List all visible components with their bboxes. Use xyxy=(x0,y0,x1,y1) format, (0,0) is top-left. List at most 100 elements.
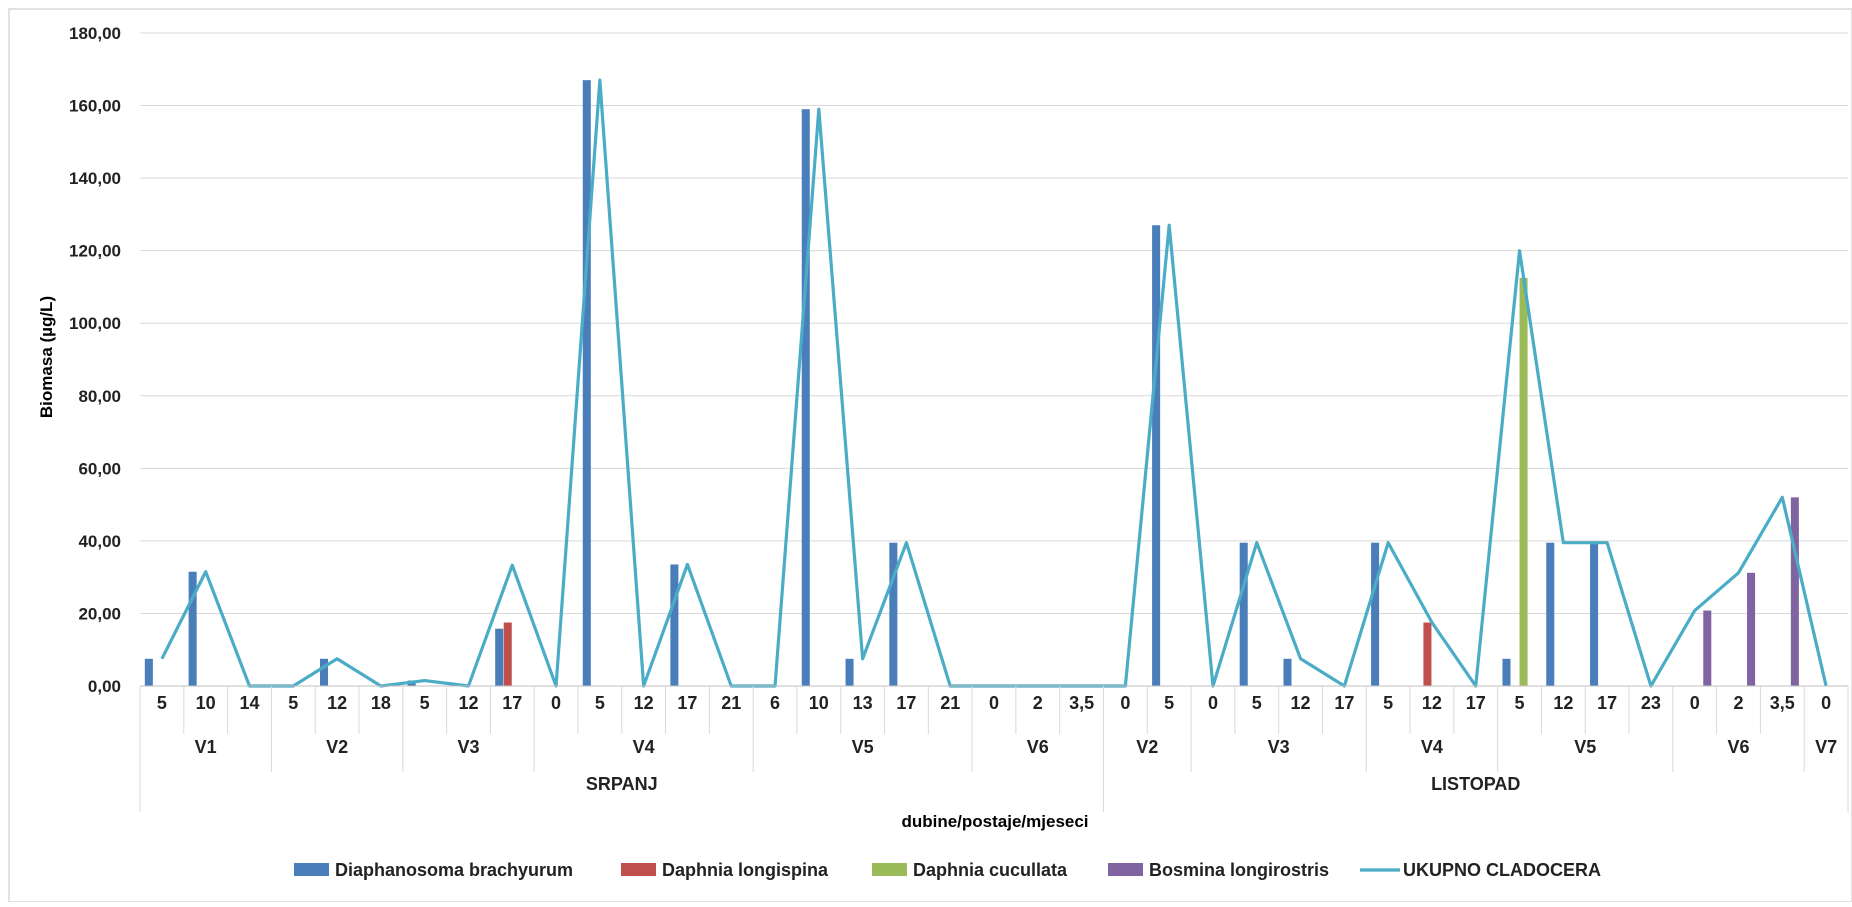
station-label: V5 xyxy=(1574,737,1596,757)
x-tick-label: 14 xyxy=(239,693,259,713)
x-tick-label: 23 xyxy=(1641,693,1661,713)
bar-diaphanosoma-brachyurum xyxy=(1239,542,1248,686)
x-tick-label: 0 xyxy=(1120,693,1130,713)
x-tick-label: 17 xyxy=(677,693,697,713)
bar-bosmina-longirostris xyxy=(1703,610,1712,686)
y-axis-title: Biomasa (µg/L) xyxy=(37,296,56,418)
y-tick-label: 80,00 xyxy=(78,387,121,406)
legend-label: Diaphanosoma brachyurum xyxy=(335,860,573,880)
month-label: SRPANJ xyxy=(586,774,658,794)
x-tick-label: 17 xyxy=(1466,693,1486,713)
x-tick-label: 5 xyxy=(1164,693,1174,713)
station-label: V6 xyxy=(1727,737,1749,757)
bar-diaphanosoma-brachyurum xyxy=(1502,658,1511,686)
x-tick-label: 17 xyxy=(502,693,522,713)
bar-diaphanosoma-brachyurum xyxy=(1546,542,1555,686)
x-tick-label: 5 xyxy=(420,693,430,713)
legend-label: Bosmina longirostris xyxy=(1149,860,1329,880)
station-label: V2 xyxy=(326,737,348,757)
x-tick-label: 12 xyxy=(458,693,478,713)
bar-diaphanosoma-brachyurum xyxy=(582,80,591,686)
bar-daphnia-cucullata xyxy=(1519,277,1528,687)
x-tick-label: 6 xyxy=(770,693,780,713)
bar-diaphanosoma-brachyurum xyxy=(320,658,329,686)
x-tick-label: 10 xyxy=(196,693,216,713)
y-tick-label: 40,00 xyxy=(78,532,121,551)
x-tick-label: 5 xyxy=(1252,693,1262,713)
y-tick-label: 120,00 xyxy=(69,242,121,261)
legend-label: Daphnia longispina xyxy=(662,860,829,880)
bar-daphnia-longispina xyxy=(1423,622,1432,686)
bar-diaphanosoma-brachyurum xyxy=(845,658,854,686)
x-tick-label: 21 xyxy=(721,693,741,713)
x-tick-label: 0 xyxy=(551,693,561,713)
bar-bosmina-longirostris xyxy=(1747,572,1756,686)
bar-diaphanosoma-brachyurum xyxy=(670,564,679,686)
x-tick-label: 0 xyxy=(1821,693,1831,713)
station-label: V1 xyxy=(195,737,217,757)
legend-swatch xyxy=(294,863,329,876)
bar-diaphanosoma-brachyurum xyxy=(801,109,810,687)
x-tick-label: 3,5 xyxy=(1770,693,1795,713)
y-tick-label: 60,00 xyxy=(78,459,121,478)
x-tick-label: 5 xyxy=(288,693,298,713)
y-tick-label: 20,00 xyxy=(78,604,121,623)
legend: Diaphanosoma brachyurum Daphnia longispin… xyxy=(294,860,1601,880)
x-tick-label: 0 xyxy=(1690,693,1700,713)
station-label: V3 xyxy=(1268,737,1290,757)
x-tick-label: 5 xyxy=(1383,693,1393,713)
station-label: V4 xyxy=(1421,737,1443,757)
station-label: V6 xyxy=(1027,737,1049,757)
bar-diaphanosoma-brachyurum xyxy=(1283,658,1292,686)
x-tick-label: 5 xyxy=(595,693,605,713)
month-label: LISTOPAD xyxy=(1431,774,1520,794)
x-tick-label: 17 xyxy=(1334,693,1354,713)
bar-diaphanosoma-brachyurum xyxy=(188,571,197,686)
x-tick-label: 18 xyxy=(371,693,391,713)
station-label: V7 xyxy=(1815,737,1837,757)
gridlines xyxy=(140,32,1848,687)
x-tick-label: 17 xyxy=(896,693,916,713)
x-tick-label: 0 xyxy=(989,693,999,713)
legend-label: Daphnia cucullata xyxy=(913,860,1068,880)
bar-diaphanosoma-brachyurum xyxy=(1590,542,1599,686)
y-tick-label: 100,00 xyxy=(69,314,121,333)
bar-diaphanosoma-brachyurum xyxy=(1371,542,1380,686)
legend-swatch xyxy=(621,863,656,876)
y-tick-label: 180,00 xyxy=(69,24,121,43)
x-tick-label: 12 xyxy=(1422,693,1442,713)
bar-diaphanosoma-brachyurum xyxy=(889,542,898,686)
x-tick-label: 10 xyxy=(809,693,829,713)
x-tick-label: 12 xyxy=(1291,693,1311,713)
bar-diaphanosoma-brachyurum xyxy=(144,658,153,686)
x-tick-label: 3,5 xyxy=(1069,693,1094,713)
station-label: V5 xyxy=(852,737,874,757)
y-tick-label: 0,00 xyxy=(88,677,121,696)
station-label: V3 xyxy=(457,737,479,757)
y-tick-label: 160,00 xyxy=(69,97,121,116)
bars xyxy=(144,80,1799,687)
x-tick-label: 13 xyxy=(853,693,873,713)
x-tick-label: 17 xyxy=(1597,693,1617,713)
y-tick-label: 140,00 xyxy=(69,169,121,188)
bar-diaphanosoma-brachyurum xyxy=(495,628,504,686)
x-axis: 5 10 14 5 12 18 5 12 17 0 5 12 17 21 6 10 13 17 21 0 2 3,5 0 5 0… xyxy=(139,685,1849,812)
x-tick-label: 21 xyxy=(940,693,960,713)
x-tick-label: 12 xyxy=(1553,693,1573,713)
x-tick-label: 2 xyxy=(1033,693,1043,713)
x-tick-label: 12 xyxy=(327,693,347,713)
legend-swatch xyxy=(1108,863,1143,876)
bar-bosmina-longirostris xyxy=(1790,497,1799,686)
bar-diaphanosoma-brachyurum xyxy=(1152,225,1161,686)
x-tick-label: 12 xyxy=(634,693,654,713)
x-tick-label: 2 xyxy=(1734,693,1744,713)
y-axis-ticks: 0,00 20,00 40,00 60,00 80,00 100,00 120,00 140,… xyxy=(69,24,121,696)
x-tick-label: 0 xyxy=(1208,693,1218,713)
chart-border xyxy=(8,8,1852,903)
x-tick-label: 5 xyxy=(1515,693,1525,713)
x-axis-title: dubine/postaje/mjeseci xyxy=(901,812,1088,831)
station-label: V2 xyxy=(1136,737,1158,757)
station-label: V4 xyxy=(633,737,655,757)
